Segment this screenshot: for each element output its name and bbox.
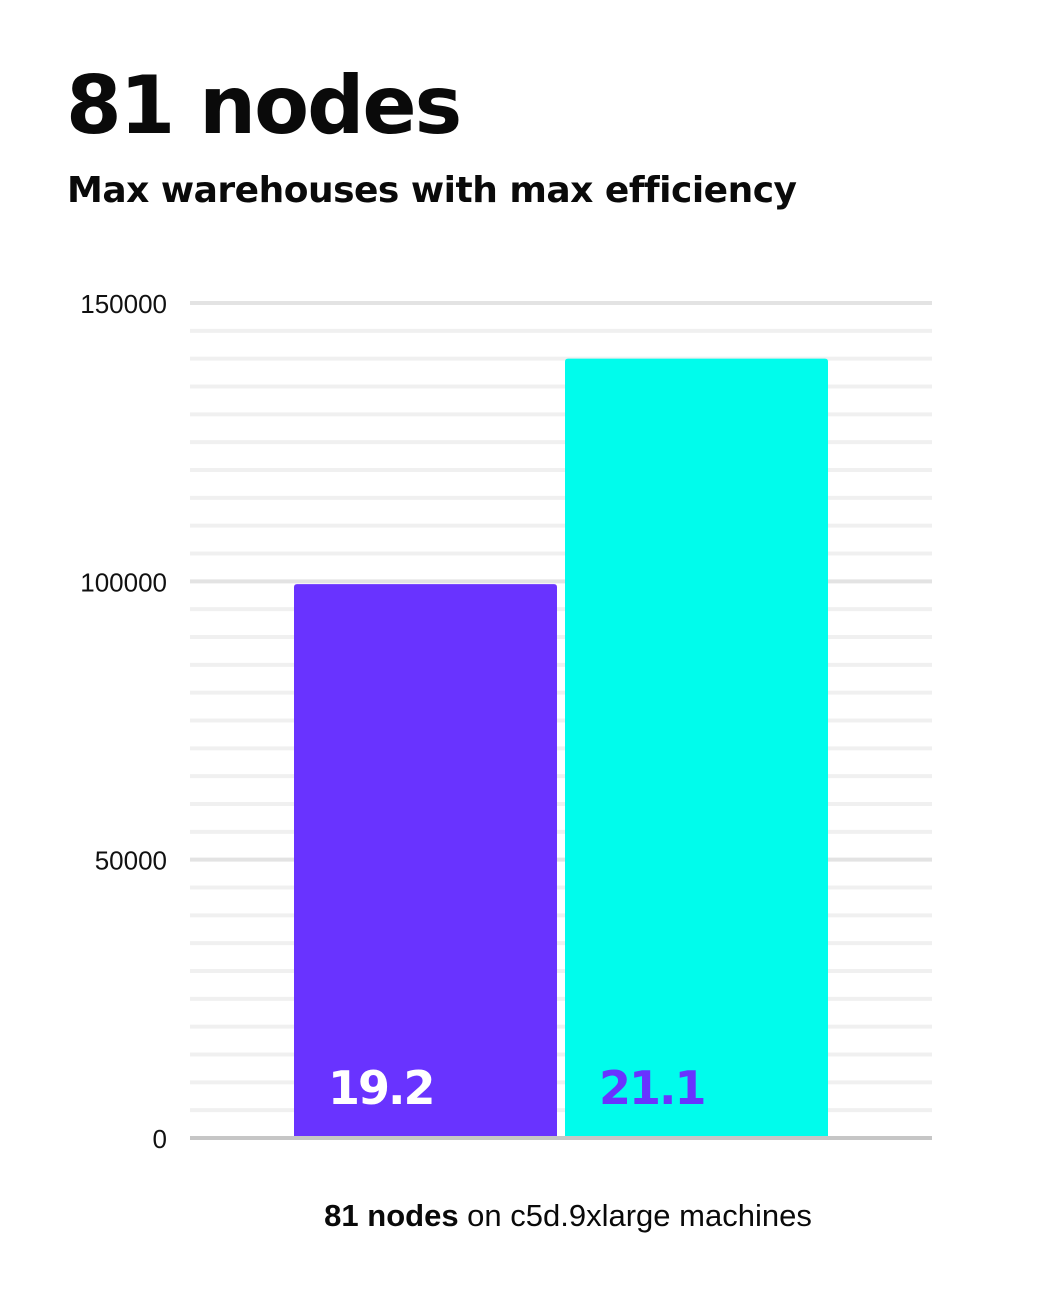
y-tick-label: 100000 [80,567,167,597]
chart-title: 81 nodes [66,59,462,152]
chart-caption: 81 nodes on c5d.9xlarge machines [0,1198,1042,1234]
caption-bold: 81 nodes [324,1198,459,1233]
bar-data-label: 21.1 [599,1061,705,1115]
caption-rest: on c5d.9xlarge machines [458,1198,812,1233]
chart-subtitle: Max warehouses with max efficiency [67,170,797,211]
bar [294,584,557,1138]
y-tick-label: 150000 [80,289,167,319]
bar-data-label: 19.2 [328,1061,434,1115]
y-tick-label: 0 [153,1124,167,1154]
bar [565,358,828,1139]
y-tick-label: 50000 [95,846,167,876]
